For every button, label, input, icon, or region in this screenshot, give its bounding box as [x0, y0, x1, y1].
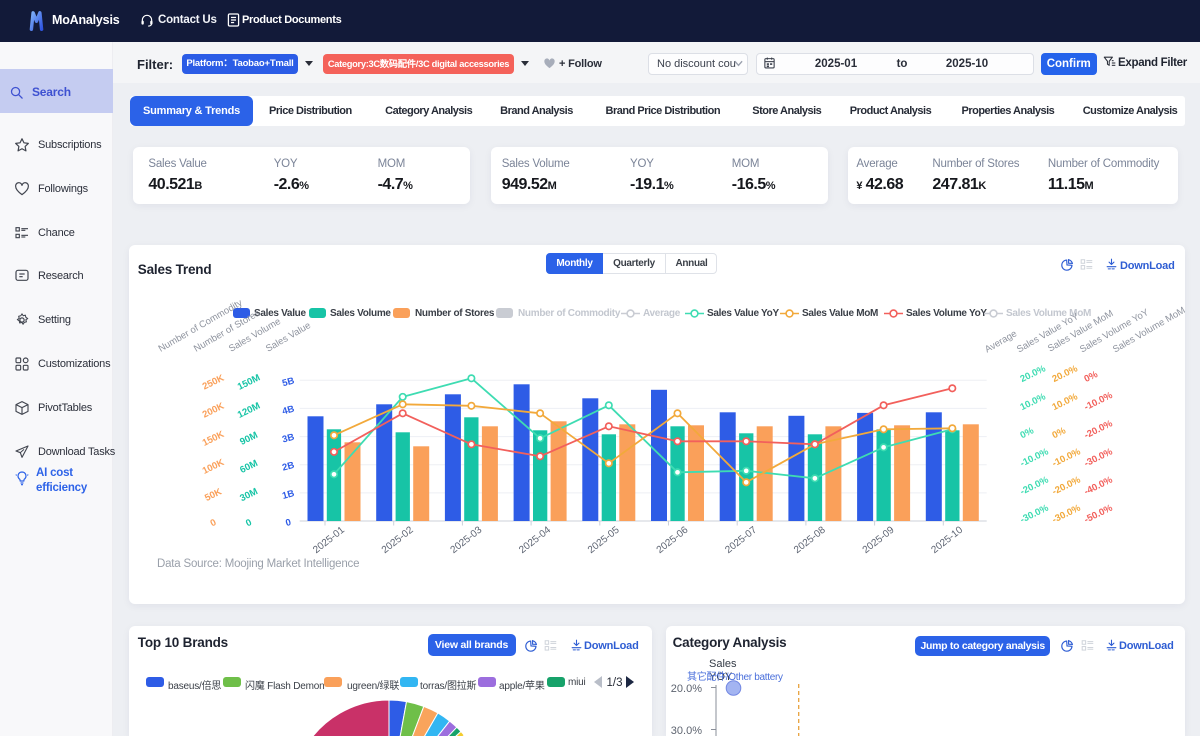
svg-text:90M: 90M	[238, 430, 260, 448]
svg-text:2025-07: 2025-07	[723, 524, 759, 556]
svg-text:2025-04: 2025-04	[517, 524, 553, 556]
svg-text:250K: 250K	[201, 372, 226, 392]
svg-text:3B: 3B	[281, 431, 296, 445]
svg-text:-10.0%: -10.0%	[1050, 446, 1082, 469]
svg-text:2B: 2B	[281, 460, 296, 474]
svg-text:120M: 120M	[236, 400, 262, 420]
svg-text:-20.0%: -20.0%	[1050, 474, 1082, 497]
svg-text:2025-10: 2025-10	[929, 524, 965, 556]
svg-text:0%: 0%	[1018, 425, 1036, 441]
svg-text:-50.0%: -50.0%	[1082, 502, 1114, 525]
svg-text:Average: Average	[983, 328, 1019, 355]
svg-text:50K: 50K	[203, 486, 224, 504]
svg-text:0: 0	[284, 517, 292, 529]
svg-text:2025-09: 2025-09	[861, 524, 897, 556]
svg-text:2025-06: 2025-06	[655, 524, 691, 556]
svg-text:4B: 4B	[281, 403, 296, 417]
svg-text:0: 0	[244, 517, 254, 529]
svg-text:150K: 150K	[201, 429, 226, 449]
svg-text:2025-05: 2025-05	[586, 524, 622, 556]
svg-text:0%: 0%	[1050, 425, 1068, 441]
svg-text:2025-01: 2025-01	[311, 524, 347, 556]
svg-text:-30.0%: -30.0%	[1082, 446, 1114, 469]
svg-text:20.0%: 20.0%	[1018, 363, 1048, 385]
svg-text:20.0%: 20.0%	[1050, 363, 1080, 385]
svg-text:-40.0%: -40.0%	[1082, 474, 1114, 497]
svg-text:150M: 150M	[236, 372, 262, 392]
svg-text:10.0%: 10.0%	[1018, 391, 1048, 413]
svg-text:200K: 200K	[201, 400, 226, 420]
svg-text:-30.0%: -30.0%	[1050, 502, 1082, 525]
svg-text:2025-02: 2025-02	[380, 524, 416, 556]
svg-text:-20.0%: -20.0%	[1082, 418, 1114, 441]
svg-text:0%: 0%	[1082, 369, 1100, 385]
svg-text:-30.0%: -30.0%	[1018, 502, 1050, 525]
svg-text:100K: 100K	[201, 457, 226, 477]
svg-text:5B: 5B	[281, 375, 296, 389]
svg-text:1B: 1B	[281, 488, 296, 502]
svg-text:0: 0	[209, 517, 219, 529]
svg-text:-20.0%: -20.0%	[1018, 474, 1050, 497]
svg-text:2025-08: 2025-08	[792, 524, 828, 556]
svg-text:-10.0%: -10.0%	[1082, 389, 1114, 412]
svg-text:10.0%: 10.0%	[1050, 391, 1080, 413]
svg-text:2025-03: 2025-03	[449, 524, 485, 556]
svg-text:-10.0%: -10.0%	[1018, 446, 1050, 469]
svg-text:30M: 30M	[238, 486, 260, 504]
svg-text:60M: 60M	[238, 458, 260, 476]
